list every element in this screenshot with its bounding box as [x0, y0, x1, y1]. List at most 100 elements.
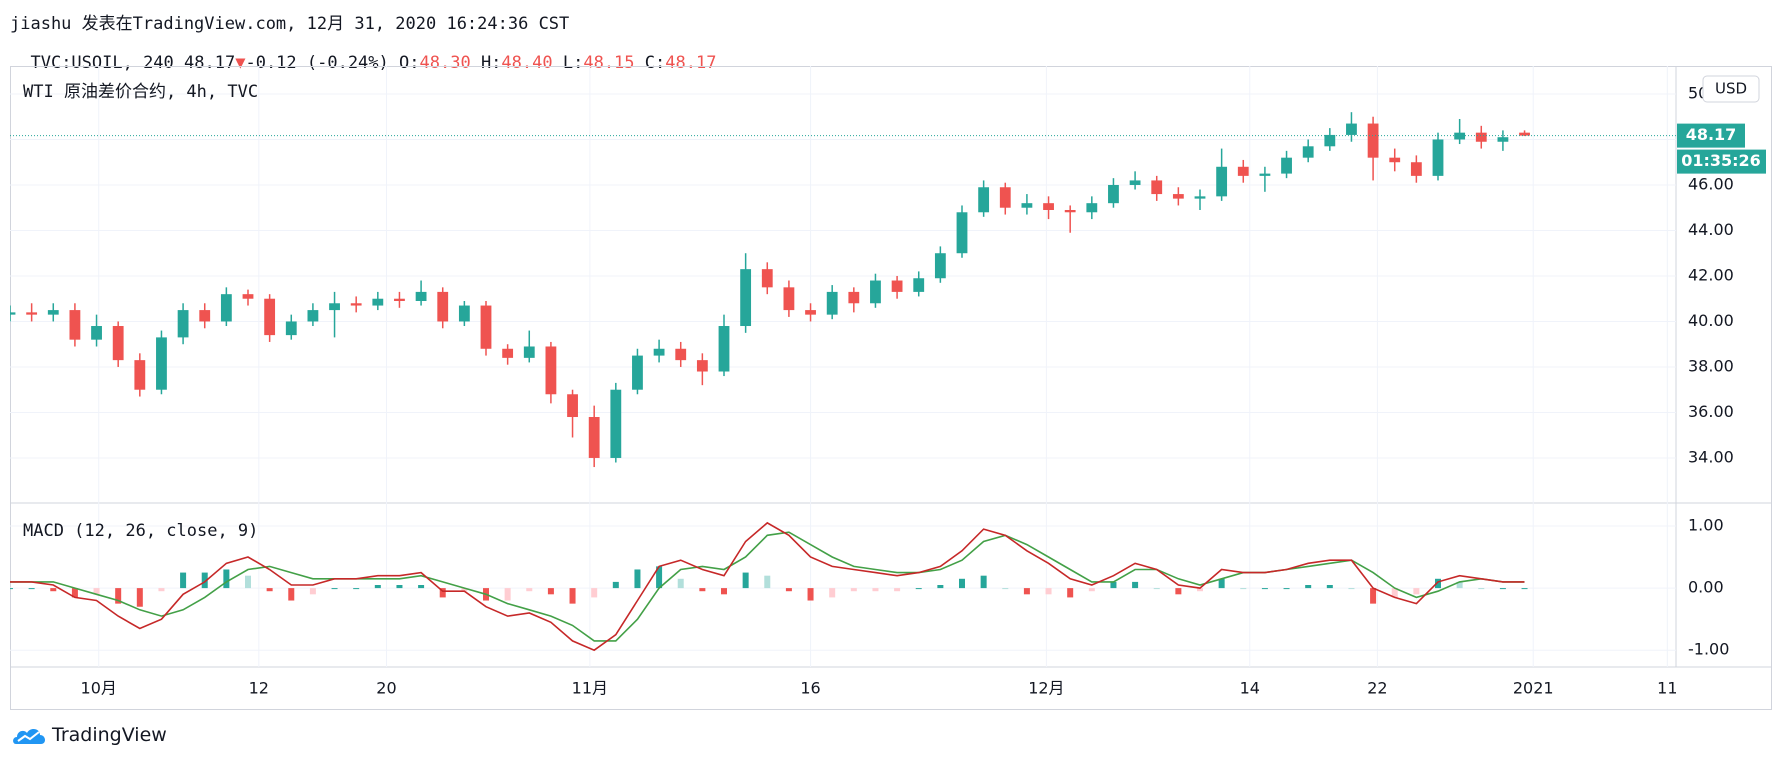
currency-button[interactable]	[1702, 75, 1760, 103]
candle-body	[1432, 139, 1444, 176]
histogram-bar	[1088, 588, 1095, 592]
x-tick-label: 11	[1657, 679, 1677, 698]
histogram-bar	[721, 588, 727, 595]
candle-body	[1021, 203, 1033, 208]
candle-body	[740, 269, 752, 327]
logo[interactable]: TradingView	[12, 724, 167, 746]
histogram-bar	[288, 588, 295, 601]
currency-label[interactable]: USD	[1715, 80, 1747, 98]
logo-text: TradingView	[52, 724, 167, 746]
histogram-bar	[980, 575, 987, 589]
histogram-bar	[959, 578, 965, 589]
histogram-bar	[872, 588, 879, 592]
candle-body	[1324, 134, 1336, 147]
ohlc-value: 48.15	[583, 53, 635, 73]
chart-frame	[10, 66, 1772, 710]
x-tick-label: 10月	[81, 679, 117, 698]
candle-body	[199, 310, 211, 322]
histogram-bar	[1045, 588, 1052, 595]
candle-body	[264, 298, 276, 336]
histogram-bar	[526, 588, 533, 592]
y-tick-label: 40.00	[1688, 311, 1734, 330]
candle-body	[1519, 132, 1530, 136]
histogram-bar	[915, 588, 922, 590]
y-tick-label: 1.00	[1688, 515, 1724, 534]
histogram-bar	[158, 588, 165, 592]
candle-body	[891, 280, 903, 292]
histogram-bar	[1326, 585, 1333, 589]
histogram-bar	[1435, 578, 1441, 589]
histogram-bar	[1478, 588, 1485, 590]
histogram-bar	[309, 588, 316, 595]
histogram-bar	[829, 588, 836, 598]
histogram-bar	[1391, 588, 1398, 598]
candle-body	[91, 326, 102, 340]
candle-body	[134, 360, 146, 390]
histogram-bar	[937, 585, 944, 589]
histogram-bar	[894, 588, 901, 592]
histogram-bar	[1499, 588, 1506, 590]
histogram-bar	[699, 588, 706, 592]
candle-body	[1281, 157, 1292, 174]
histogram-bar	[1002, 588, 1009, 590]
candle-body	[1172, 194, 1184, 199]
y-tick-label: 34.00	[1688, 447, 1734, 466]
x-tick-label: 16	[800, 679, 820, 698]
histogram-bar	[353, 588, 360, 590]
candle-body	[26, 312, 38, 315]
histogram-bar	[1218, 578, 1225, 589]
change-arrow: ▼	[235, 53, 246, 73]
histogram-bar	[115, 588, 122, 604]
candle-body	[458, 305, 470, 322]
candle-body	[653, 348, 665, 356]
candle-body	[1367, 123, 1379, 158]
histogram-bar	[1197, 588, 1203, 592]
candle-body	[350, 303, 362, 306]
histogram-bar	[439, 588, 446, 598]
countdown-label: 01:35:26	[1681, 151, 1761, 170]
histogram-bar	[1175, 588, 1182, 595]
candle-body	[805, 310, 816, 315]
histogram-bar	[634, 569, 641, 589]
candle-body	[415, 291, 427, 301]
histogram-bar	[180, 572, 187, 589]
histogram-bar	[1456, 581, 1463, 589]
x-tick-label: 12月	[1028, 679, 1064, 698]
histogram-bar	[93, 588, 100, 595]
histogram-bar	[1132, 581, 1139, 589]
candle-body	[502, 348, 514, 358]
symbol-line: TVC:USOIL, 240 48.17▼-0.12 (-0.24%) O:48…	[10, 33, 727, 73]
candle-body	[632, 355, 643, 390]
histogram-bar	[1023, 588, 1030, 595]
x-tick-label: 14	[1240, 679, 1260, 698]
candle-body	[156, 337, 167, 390]
candle-body	[1043, 203, 1054, 210]
histogram-bar	[850, 588, 857, 592]
candle-body	[242, 294, 254, 299]
histogram-bar	[1283, 588, 1290, 590]
candle-body	[307, 310, 319, 322]
candle-body	[567, 394, 578, 418]
author-line: jiashu 发表在TradingView.com, 12月 31, 2020 …	[10, 14, 570, 34]
candle-body	[1346, 123, 1357, 135]
candle-body	[372, 298, 384, 306]
histogram-bar	[569, 588, 576, 604]
histogram-bar	[331, 588, 338, 590]
candle-body	[696, 360, 708, 372]
candle-body	[10, 312, 16, 315]
histogram-bar	[245, 575, 251, 589]
candle-body	[1129, 180, 1141, 185]
candle-body	[718, 326, 730, 372]
candle-body	[761, 269, 773, 288]
histogram-bar	[547, 588, 554, 595]
histogram-bar	[1110, 581, 1117, 589]
last-price-box	[1677, 123, 1745, 148]
y-tick-label: 38.00	[1688, 356, 1734, 375]
candle-body	[1497, 137, 1509, 142]
y-tick-label: 42.00	[1688, 265, 1734, 284]
candle-body	[1064, 209, 1076, 213]
histogram-bar	[1153, 588, 1160, 590]
histogram-bar	[785, 588, 792, 592]
